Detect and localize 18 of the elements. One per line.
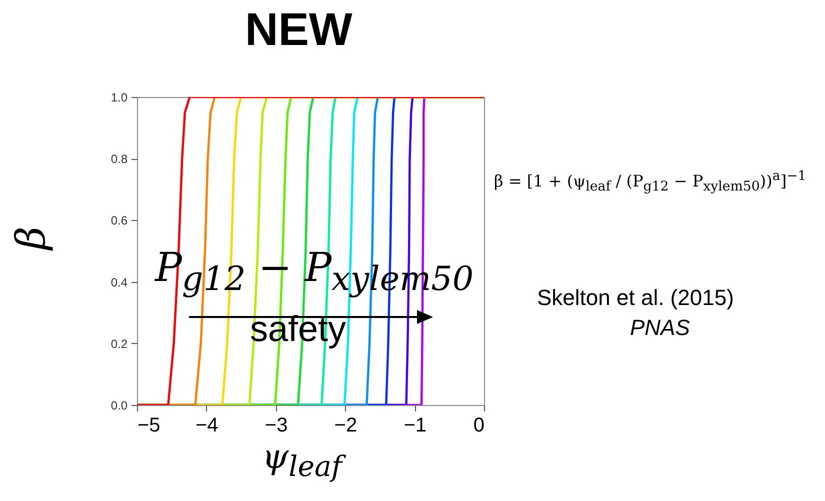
x-tick-label: −4 xyxy=(195,414,218,436)
y-tick-label: 0.6 xyxy=(110,214,128,228)
chart-title: NEW xyxy=(245,2,352,56)
y-tick-label: 0.2 xyxy=(110,336,128,351)
x-tick-label: −1 xyxy=(404,414,427,436)
line-series xyxy=(137,97,484,405)
x-tick-label: −3 xyxy=(264,414,288,436)
y-axis-title: β xyxy=(8,226,55,250)
text: Skelton et al. (2015) xyxy=(537,285,734,311)
text: β = [1 + (ψ$_{leaf}$ / (P$_{g12}$ − P$_{xylem50}$))$^{a}$]$^{−1}$ xyxy=(494,169,806,195)
text: PNAS xyxy=(630,315,690,341)
y-tick-label: 1.0 xyxy=(110,90,128,104)
y-tick-label: 0.0 xyxy=(110,398,128,412)
x-tick-label: −5 xyxy=(138,414,160,436)
y-tick-label: 0.8 xyxy=(110,152,128,166)
x-tick-label: −2 xyxy=(334,414,358,436)
y-tick-label: 0.4 xyxy=(110,275,128,290)
x-tick-label: 0 xyxy=(473,414,484,436)
